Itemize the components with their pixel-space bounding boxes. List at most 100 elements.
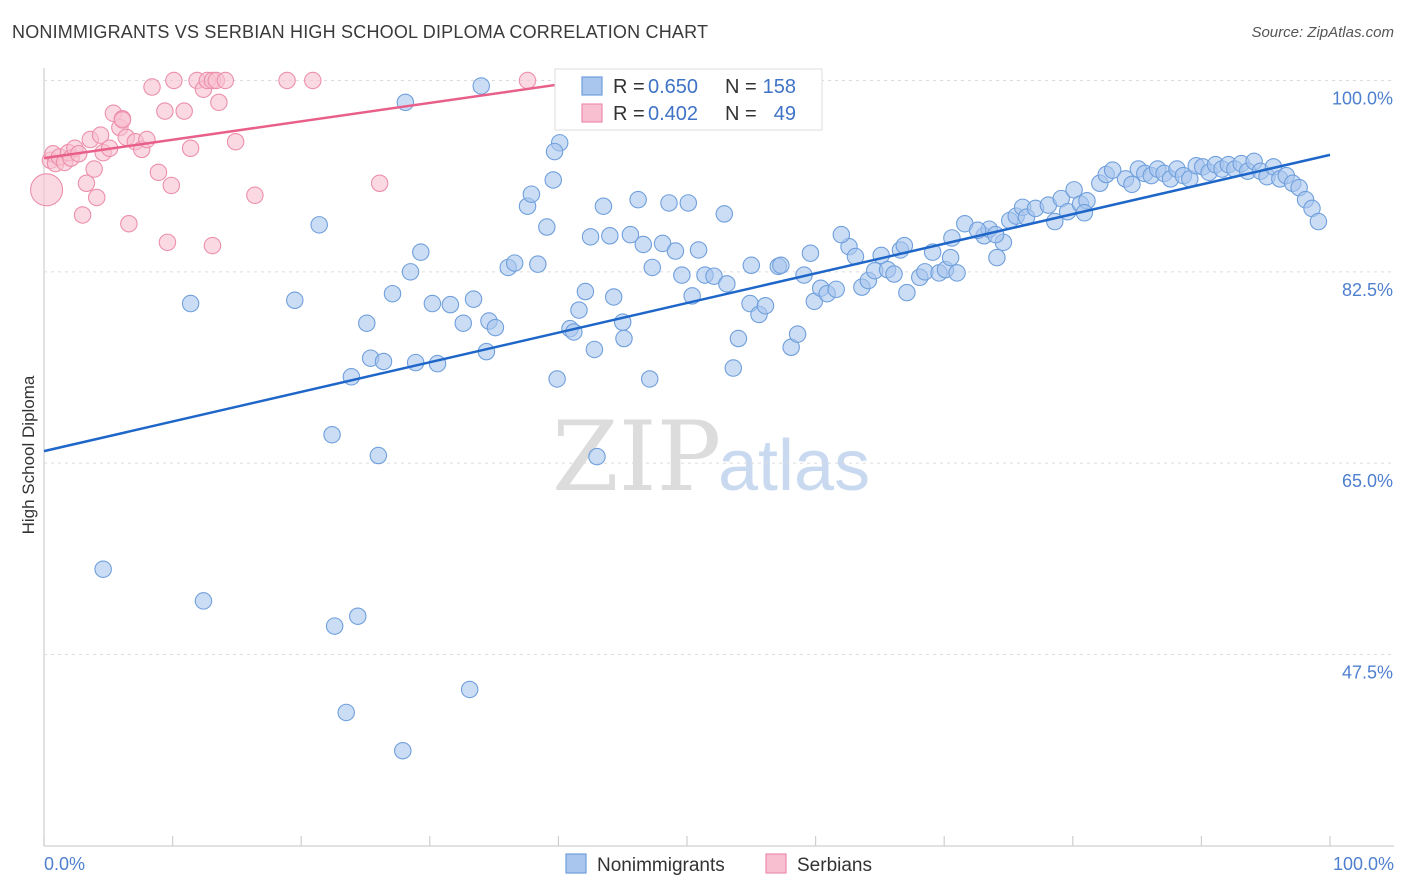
y-tick-label: 82.5% bbox=[1342, 280, 1393, 300]
nonimmigrants-point bbox=[679, 194, 698, 212]
nonimmigrants-point bbox=[885, 265, 903, 283]
legend-swatch-serbians bbox=[581, 103, 603, 123]
nonimmigrants-point bbox=[988, 248, 1006, 267]
nonimmigrants-point bbox=[660, 194, 678, 212]
serbians-point bbox=[165, 71, 183, 90]
y-tick-labels: 47.5% 65.0% 82.5% 100.0% bbox=[1332, 89, 1393, 683]
nonimmigrants-point bbox=[529, 255, 547, 273]
nonimmigrants-point bbox=[94, 560, 112, 578]
serbians-point bbox=[246, 186, 264, 205]
serbians-point bbox=[518, 71, 537, 90]
nonimmigrants-point bbox=[401, 263, 420, 281]
serbians-point bbox=[203, 236, 222, 255]
serbians-point bbox=[113, 111, 132, 129]
serbians-point bbox=[162, 176, 181, 195]
nonimmigrants-point bbox=[948, 264, 966, 282]
nonimmigrants-point bbox=[369, 446, 388, 465]
nonimmigrants-point bbox=[349, 607, 367, 625]
nonimmigrants-point bbox=[565, 323, 583, 341]
nonimmigrants-point bbox=[832, 225, 851, 244]
serbians-point bbox=[149, 163, 168, 182]
legend-n-label-serbians: N = bbox=[725, 103, 757, 125]
chart-title: NONIMMIGRANTS VS SERBIAN HIGH SCHOOL DIP… bbox=[12, 22, 709, 42]
nonimmigrants-point bbox=[548, 370, 566, 388]
nonimmigrants-point bbox=[581, 228, 600, 246]
nonimmigrants-point bbox=[472, 77, 490, 95]
nonimmigrants-point bbox=[1123, 175, 1141, 194]
serbians-trend-line bbox=[43, 81, 572, 160]
nonimmigrants-point bbox=[621, 225, 640, 244]
nonimmigrants-point bbox=[464, 290, 483, 308]
nonimmigrants-point bbox=[181, 294, 200, 313]
nonimmigrants-point bbox=[986, 225, 1005, 244]
serbians-point bbox=[87, 188, 106, 207]
nonimmigrants-point bbox=[486, 318, 505, 337]
bottom-legend-label-nonimmigrants: Nonimmigrants bbox=[597, 855, 725, 876]
nonimmigrants-point bbox=[310, 216, 328, 234]
nonimmigrants-point bbox=[1103, 161, 1122, 179]
nonimmigrants-point bbox=[594, 197, 613, 215]
nonimmigrants-point bbox=[1309, 212, 1328, 231]
nonimmigrants-point bbox=[323, 425, 341, 444]
legend-r-label-serbians: R = bbox=[613, 103, 645, 125]
serbians-point bbox=[73, 206, 92, 224]
legend-n-value-nonimmigrants: 158 bbox=[763, 76, 796, 98]
serbians-point bbox=[278, 71, 296, 90]
nonimmigrants-point bbox=[788, 325, 807, 343]
x-tick-marks bbox=[43, 836, 1331, 846]
x-tick-label-min: 0.0% bbox=[44, 854, 85, 874]
nonimmigrants-point bbox=[423, 294, 442, 313]
serbians-point bbox=[370, 174, 389, 193]
y-axis-label: High School Diploma bbox=[19, 375, 38, 534]
nonimmigrants-point bbox=[653, 234, 672, 253]
legend-r-label-nonimmigrants: R = bbox=[613, 76, 645, 98]
serbians-point bbox=[85, 160, 103, 178]
serbians-point bbox=[175, 102, 193, 120]
nonimmigrants-point bbox=[585, 340, 604, 359]
trend-lines bbox=[43, 81, 1331, 453]
y-tick-label: 65.0% bbox=[1342, 471, 1393, 491]
nonimmigrants-point bbox=[394, 741, 412, 760]
nonimmigrants-point bbox=[505, 254, 524, 272]
nonimmigrants-point bbox=[588, 447, 606, 466]
serbians-point bbox=[181, 139, 200, 158]
nonimmigrants-point bbox=[941, 248, 960, 267]
nonimmigrants-point bbox=[406, 353, 425, 372]
nonimmigrants-point bbox=[374, 352, 393, 371]
serbians-point bbox=[143, 78, 161, 96]
nonimmigrants-point bbox=[640, 370, 659, 388]
y-tick-label: 47.5% bbox=[1342, 663, 1393, 683]
nonimmigrants-point bbox=[742, 256, 761, 275]
serbians-point bbox=[304, 71, 322, 90]
nonimmigrants-point bbox=[898, 283, 916, 302]
legend-r-value-serbians: 0.402 bbox=[648, 103, 698, 125]
nonimmigrants-point bbox=[801, 244, 820, 262]
serbians-point bbox=[210, 93, 228, 112]
legend-r-value-nonimmigrants: 0.650 bbox=[648, 76, 698, 98]
nonimmigrants-point bbox=[412, 243, 430, 261]
y-tick-label: 100.0% bbox=[1332, 89, 1393, 109]
serbians-point bbox=[156, 102, 174, 120]
bottom-legend-swatch-serbians bbox=[765, 853, 787, 874]
nonimmigrants-point bbox=[545, 142, 564, 161]
serbians-point bbox=[30, 173, 64, 207]
correlation-legend: R = 0.650 N = 158 R = 0.402 N = 49 bbox=[554, 68, 823, 131]
serbians-point bbox=[158, 233, 177, 252]
nonimmigrants-point bbox=[689, 241, 708, 259]
nonimmigrants-point bbox=[286, 291, 304, 310]
nonimmigrants-point bbox=[705, 267, 723, 285]
nonimmigrants-point bbox=[615, 329, 633, 348]
bottom-legend-label-serbians: Serbians bbox=[797, 855, 872, 876]
x-tick-label-max: 100.0% bbox=[1333, 854, 1394, 874]
nonimmigrants-point bbox=[337, 703, 355, 722]
nonimmigrants-point bbox=[441, 295, 460, 314]
nonimmigrants-point bbox=[576, 282, 595, 301]
nonimmigrants-point bbox=[601, 227, 619, 245]
nonimmigrants-point bbox=[460, 680, 479, 699]
nonimmigrants-point bbox=[522, 185, 541, 203]
serbians-point bbox=[216, 71, 235, 90]
nonimmigrants-point bbox=[544, 171, 563, 189]
watermark-zip: ZIP bbox=[552, 401, 721, 513]
serbians-point bbox=[91, 126, 110, 144]
